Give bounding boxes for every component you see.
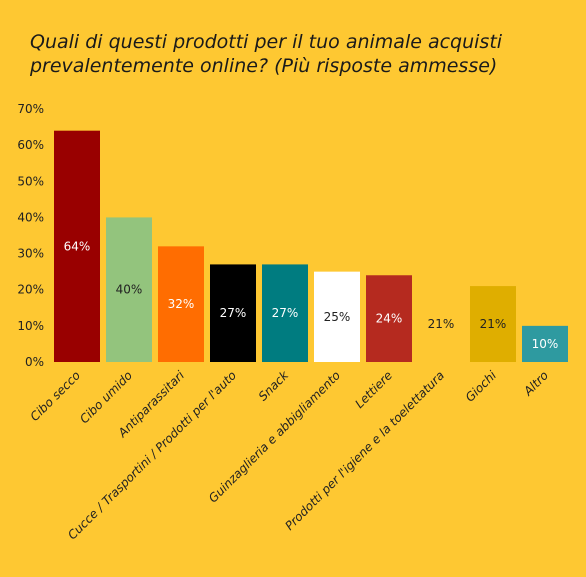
y-tick-label: 70% [17, 102, 44, 116]
chart-title-line-2: prevalentemente online? (Più risposte am… [30, 55, 498, 77]
x-category-label: Cibo secco [27, 368, 83, 424]
y-tick-label: 30% [17, 247, 44, 261]
bar-value-label: 25% [324, 310, 351, 324]
bar-value-label: 21% [480, 317, 507, 331]
bar-value-label: 32% [168, 297, 195, 311]
y-tick-label: 40% [17, 210, 44, 224]
y-tick-label: 20% [17, 283, 44, 297]
bar-value-label: 27% [272, 306, 299, 320]
x-category-label: Lettiere [352, 368, 395, 411]
y-tick-label: 50% [17, 174, 44, 188]
bar [106, 217, 152, 362]
bar [314, 271, 360, 362]
bar [470, 286, 516, 362]
bar-value-label: 10% [532, 337, 559, 351]
bar-value-label: 64% [64, 239, 91, 253]
y-tick-label: 0% [25, 355, 44, 369]
bar [262, 264, 308, 362]
bar-value-label: 24% [376, 312, 403, 326]
y-tick-label: 10% [17, 319, 44, 333]
x-category-label: Cibo umido [77, 368, 135, 426]
bar-value-label: 40% [116, 283, 143, 297]
bar [522, 325, 568, 362]
bar [366, 275, 412, 362]
chart-title-line-1: Quali di questi prodotti per il tuo anim… [30, 31, 503, 53]
x-category-label: Snack [256, 367, 292, 403]
bar-value-label: 21% [428, 317, 455, 331]
bar-value-label: 27% [220, 306, 247, 320]
y-tick-label: 60% [17, 138, 44, 152]
x-category-label: Giochi [463, 368, 500, 405]
bar [418, 286, 464, 362]
bar [158, 246, 204, 362]
x-category-label: Altro [520, 368, 551, 399]
chart-title: Quali di questi prodotti per il tuo anim… [30, 30, 570, 78]
bar [54, 130, 100, 362]
bar [210, 264, 256, 362]
